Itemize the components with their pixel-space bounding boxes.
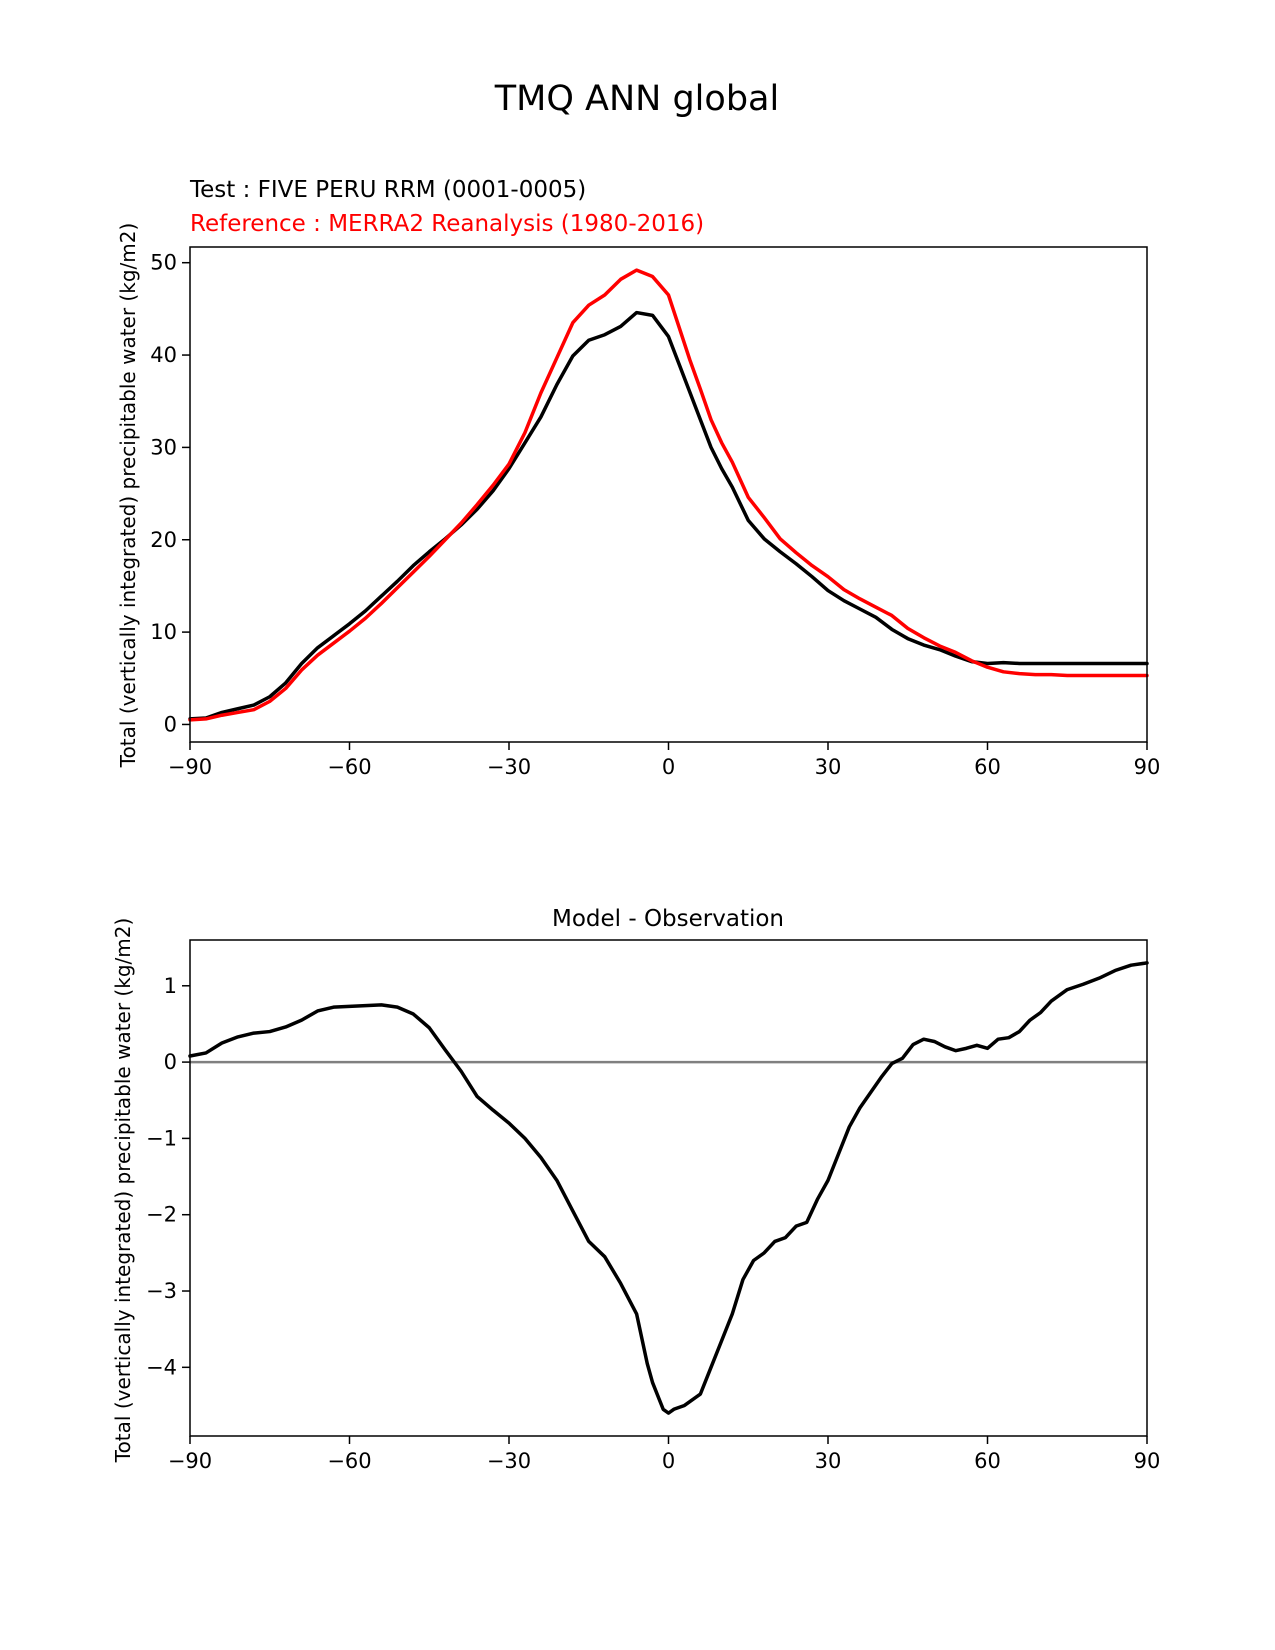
top-xtick-label: 0 [662, 755, 675, 779]
bottom-ytick-label: 1 [164, 974, 177, 998]
bottom-xtick-label: 60 [974, 1449, 1001, 1473]
bottom-xtick-label: 30 [815, 1449, 842, 1473]
bottom-xtick-label: 0 [662, 1449, 675, 1473]
bottom-ytick-label: −4 [146, 1355, 177, 1379]
bottom-xtick-label: −90 [168, 1449, 212, 1473]
bottom-xtick-label: 90 [1134, 1449, 1161, 1473]
top-xtick-label: −60 [327, 755, 371, 779]
top-ytick-label: 20 [150, 528, 177, 552]
bottom-panel-ylabel: Total (vertically integrated) precipitab… [111, 918, 135, 1464]
difference-series-line [188, 961, 1149, 1415]
reference-label: Reference : MERRA2 Reanalysis (1980-2016… [190, 211, 704, 237]
top-xtick-label: 30 [815, 755, 842, 779]
top-xtick-label: 90 [1134, 755, 1161, 779]
top-panel-ylabel: Total (vertically integrated) precipitab… [116, 223, 140, 769]
bottom-panel: Model - Observation Total (vertically in… [111, 906, 1160, 1473]
top-panel: Total (vertically integrated) precipitab… [116, 223, 1160, 779]
top-xtick-label: −30 [487, 755, 531, 779]
top-plot-area: −90 −60 −30 0 30 60 90 0 10 20 30 40 50 [150, 246, 1161, 779]
bottom-ytick-label: −2 [146, 1203, 177, 1227]
top-ytick-label: 30 [150, 435, 177, 459]
top-xtick-label: −90 [168, 755, 212, 779]
test-label: Test : FIVE PERU RRM (0001-0005) [189, 177, 586, 203]
top-ytick-label: 40 [150, 343, 177, 367]
bottom-panel-title: Model - Observation [552, 906, 784, 932]
bottom-ytick-label: −1 [146, 1126, 177, 1150]
reference-series-line [188, 268, 1149, 722]
top-ytick-label: 50 [150, 251, 177, 275]
bottom-ytick-label: −3 [146, 1279, 177, 1303]
bottom-xtick-label: −30 [487, 1449, 531, 1473]
figure-title: TMQ ANN global [494, 79, 779, 119]
top-ytick-label: 10 [150, 620, 177, 644]
bottom-xtick-label: −60 [327, 1449, 371, 1473]
bottom-ytick-label: 0 [164, 1050, 177, 1074]
top-ytick-label: 0 [164, 712, 177, 736]
top-xtick-label: 60 [974, 755, 1001, 779]
test-series-line [188, 310, 1149, 721]
bottom-plot-area: −90 −60 −30 0 30 60 90 −4 −3 −2 −1 0 1 [146, 939, 1161, 1473]
